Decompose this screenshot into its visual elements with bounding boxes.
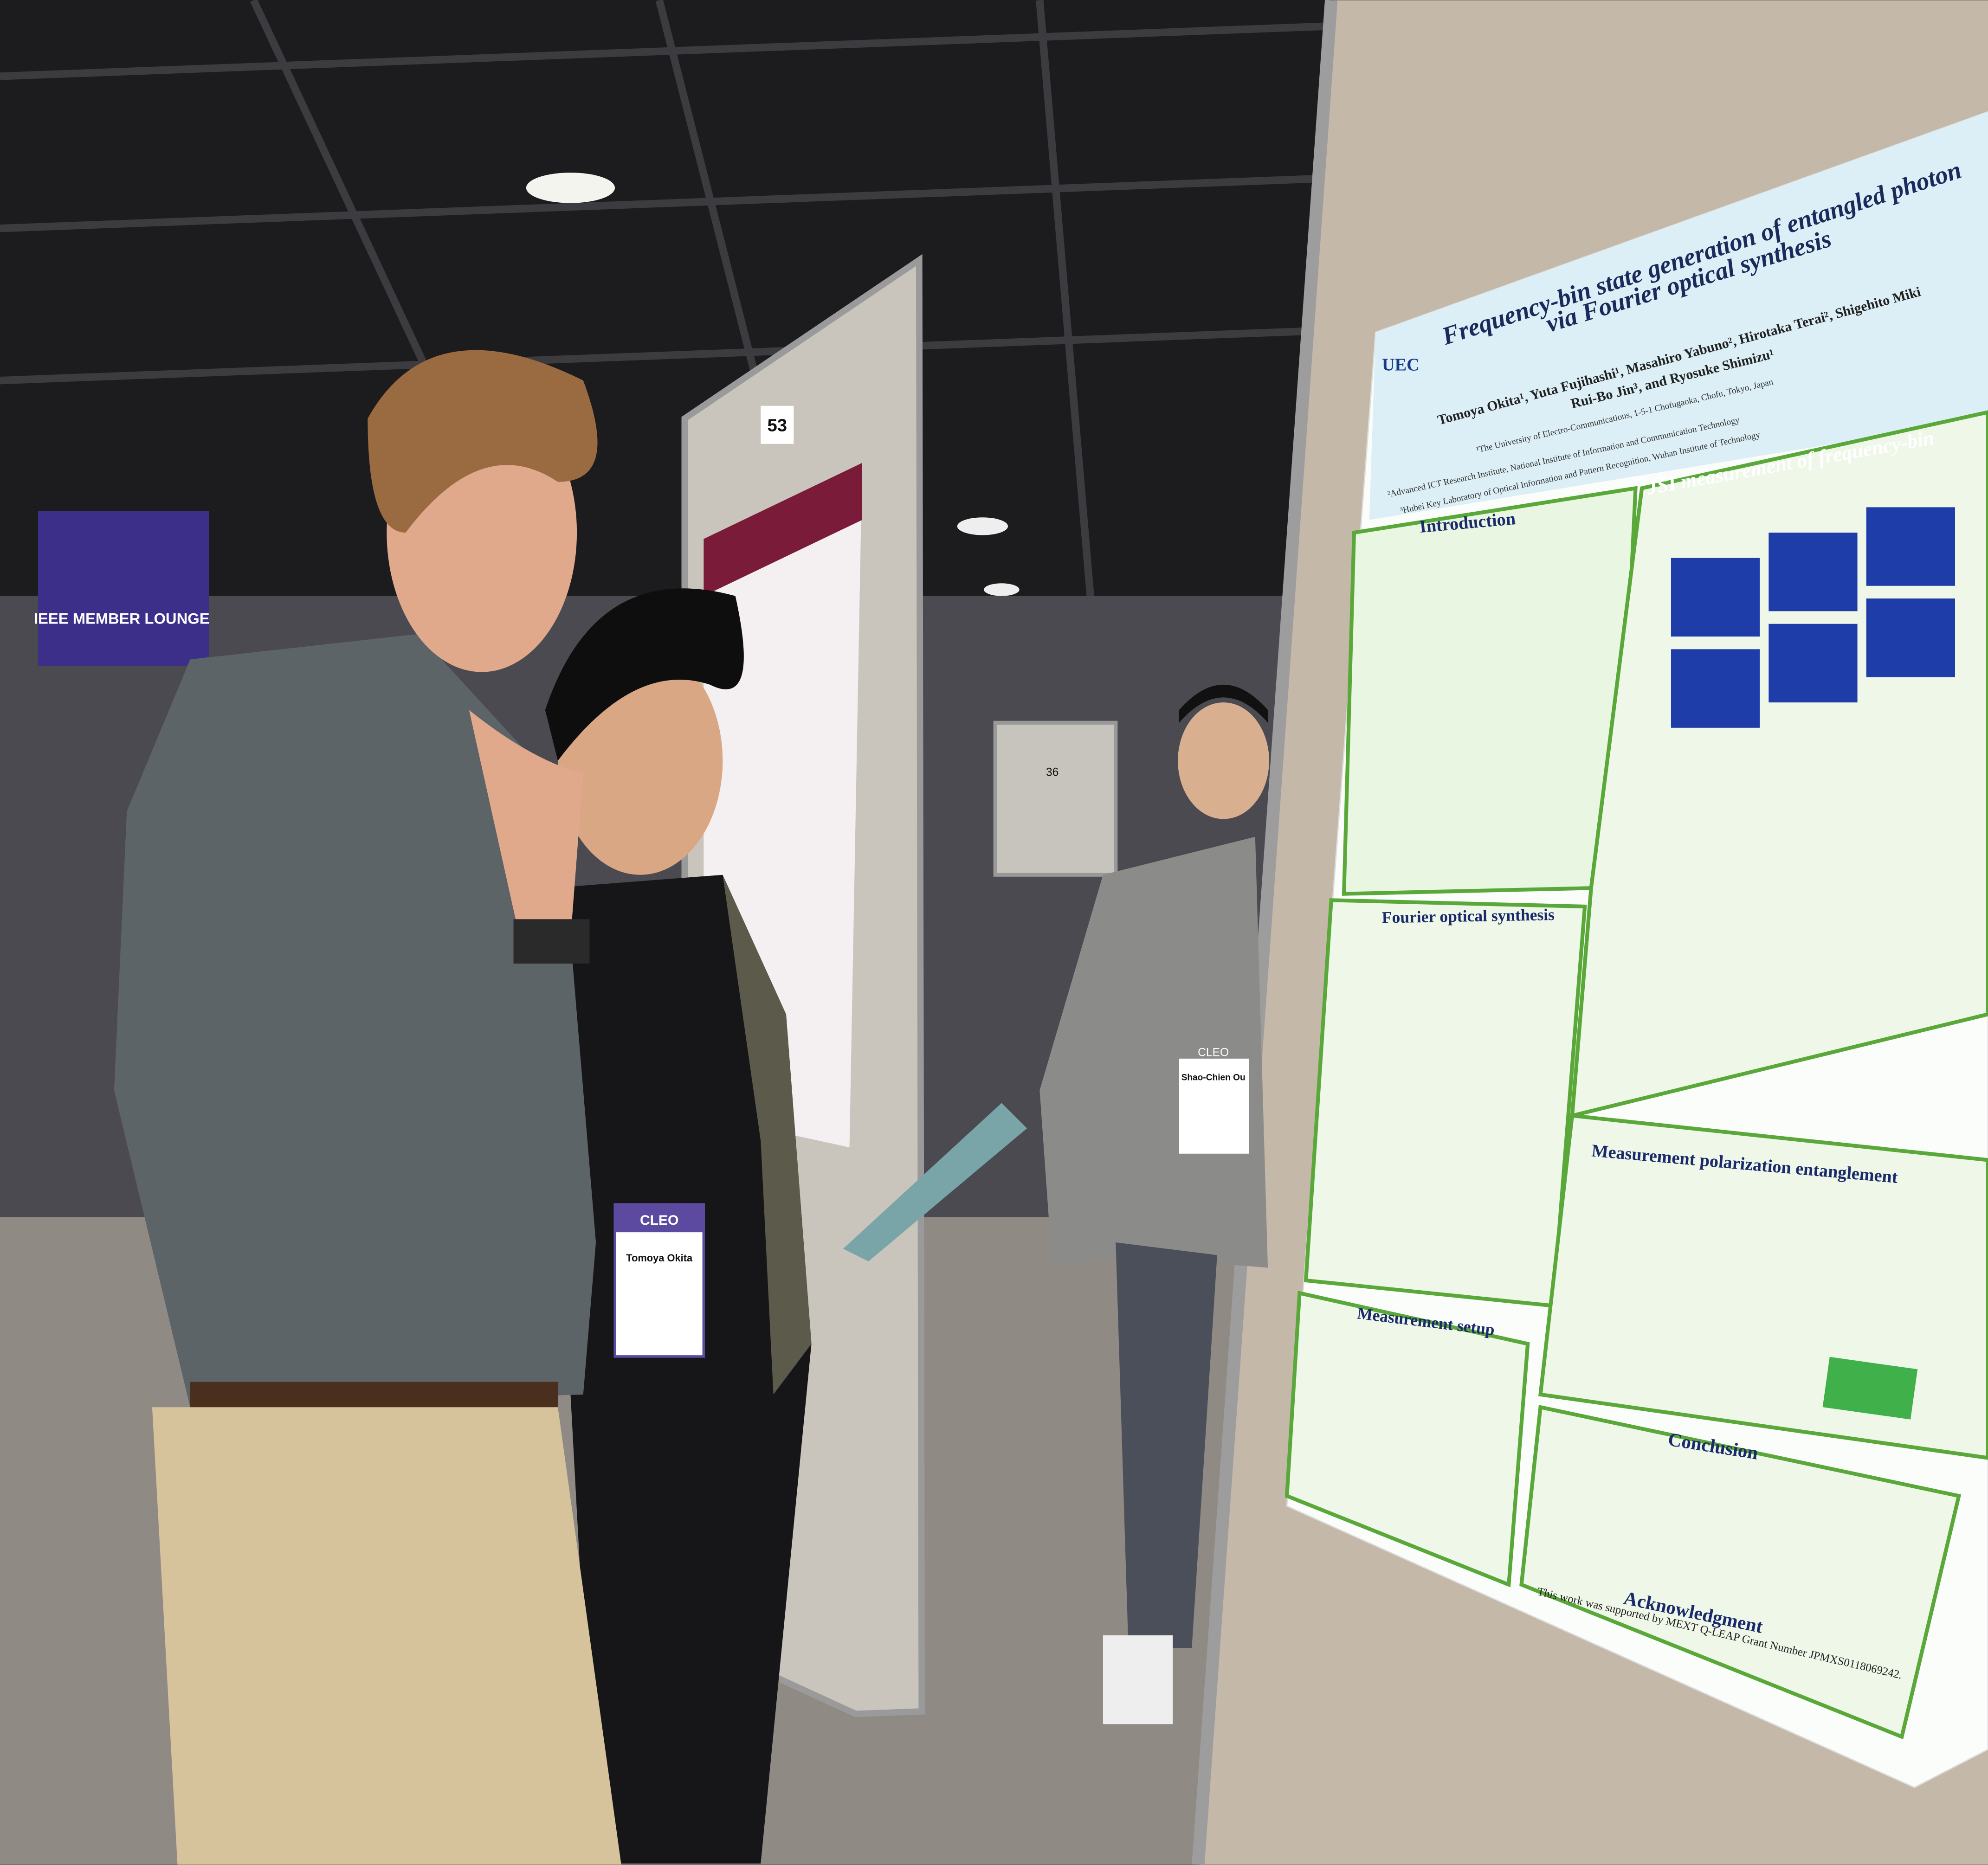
badge <box>1179 1058 1249 1154</box>
hair <box>545 588 744 761</box>
section-heading: Fourier optical synthesis <box>1381 905 1555 926</box>
ceiling <box>0 0 1344 596</box>
board-number: 36 <box>1046 766 1059 779</box>
poster-panel <box>1519 1405 1962 1740</box>
jsi-plots <box>1671 507 1955 728</box>
person-head <box>1178 702 1269 819</box>
watch <box>513 919 590 964</box>
badge-name: Shao-Chien Ou <box>1181 1073 1246 1082</box>
badge-event: CLEO <box>640 1213 678 1228</box>
shoe <box>1103 1635 1173 1724</box>
jacket <box>723 875 812 1395</box>
board-number: 53 <box>768 415 787 435</box>
poster-board <box>993 720 1118 877</box>
sign-text: IEEE MEMBER LOUNGE <box>34 610 210 627</box>
ceiling-light <box>984 583 1020 596</box>
left-poster-header <box>704 463 862 596</box>
jacket <box>1039 836 1268 1268</box>
hair <box>368 350 598 533</box>
polo-shirt <box>114 634 596 1408</box>
badge-band <box>615 1204 704 1233</box>
hand <box>469 710 583 939</box>
poster-panel <box>1342 486 1638 896</box>
trousers <box>1116 1242 1217 1648</box>
hair <box>1179 684 1268 723</box>
shirt <box>545 875 812 1864</box>
poster-header <box>1369 111 1988 520</box>
tablet <box>843 1103 1027 1261</box>
board-frame <box>1192 0 1338 1865</box>
board-number-card <box>761 405 794 444</box>
poster-logo: UEC <box>1382 355 1420 374</box>
density-matrix-plot <box>1822 1357 1918 1420</box>
ceiling-light <box>957 517 1008 535</box>
sign-board <box>38 511 209 666</box>
poster-panel <box>1304 898 1587 1308</box>
ceiling-light <box>526 173 615 203</box>
poster-panel <box>1284 1291 1530 1588</box>
trousers <box>152 1407 621 1865</box>
ceiling-beams <box>0 0 1344 598</box>
badge-name: Tomoya Okita <box>626 1252 693 1264</box>
badge-event: CLEO <box>1198 1046 1229 1059</box>
